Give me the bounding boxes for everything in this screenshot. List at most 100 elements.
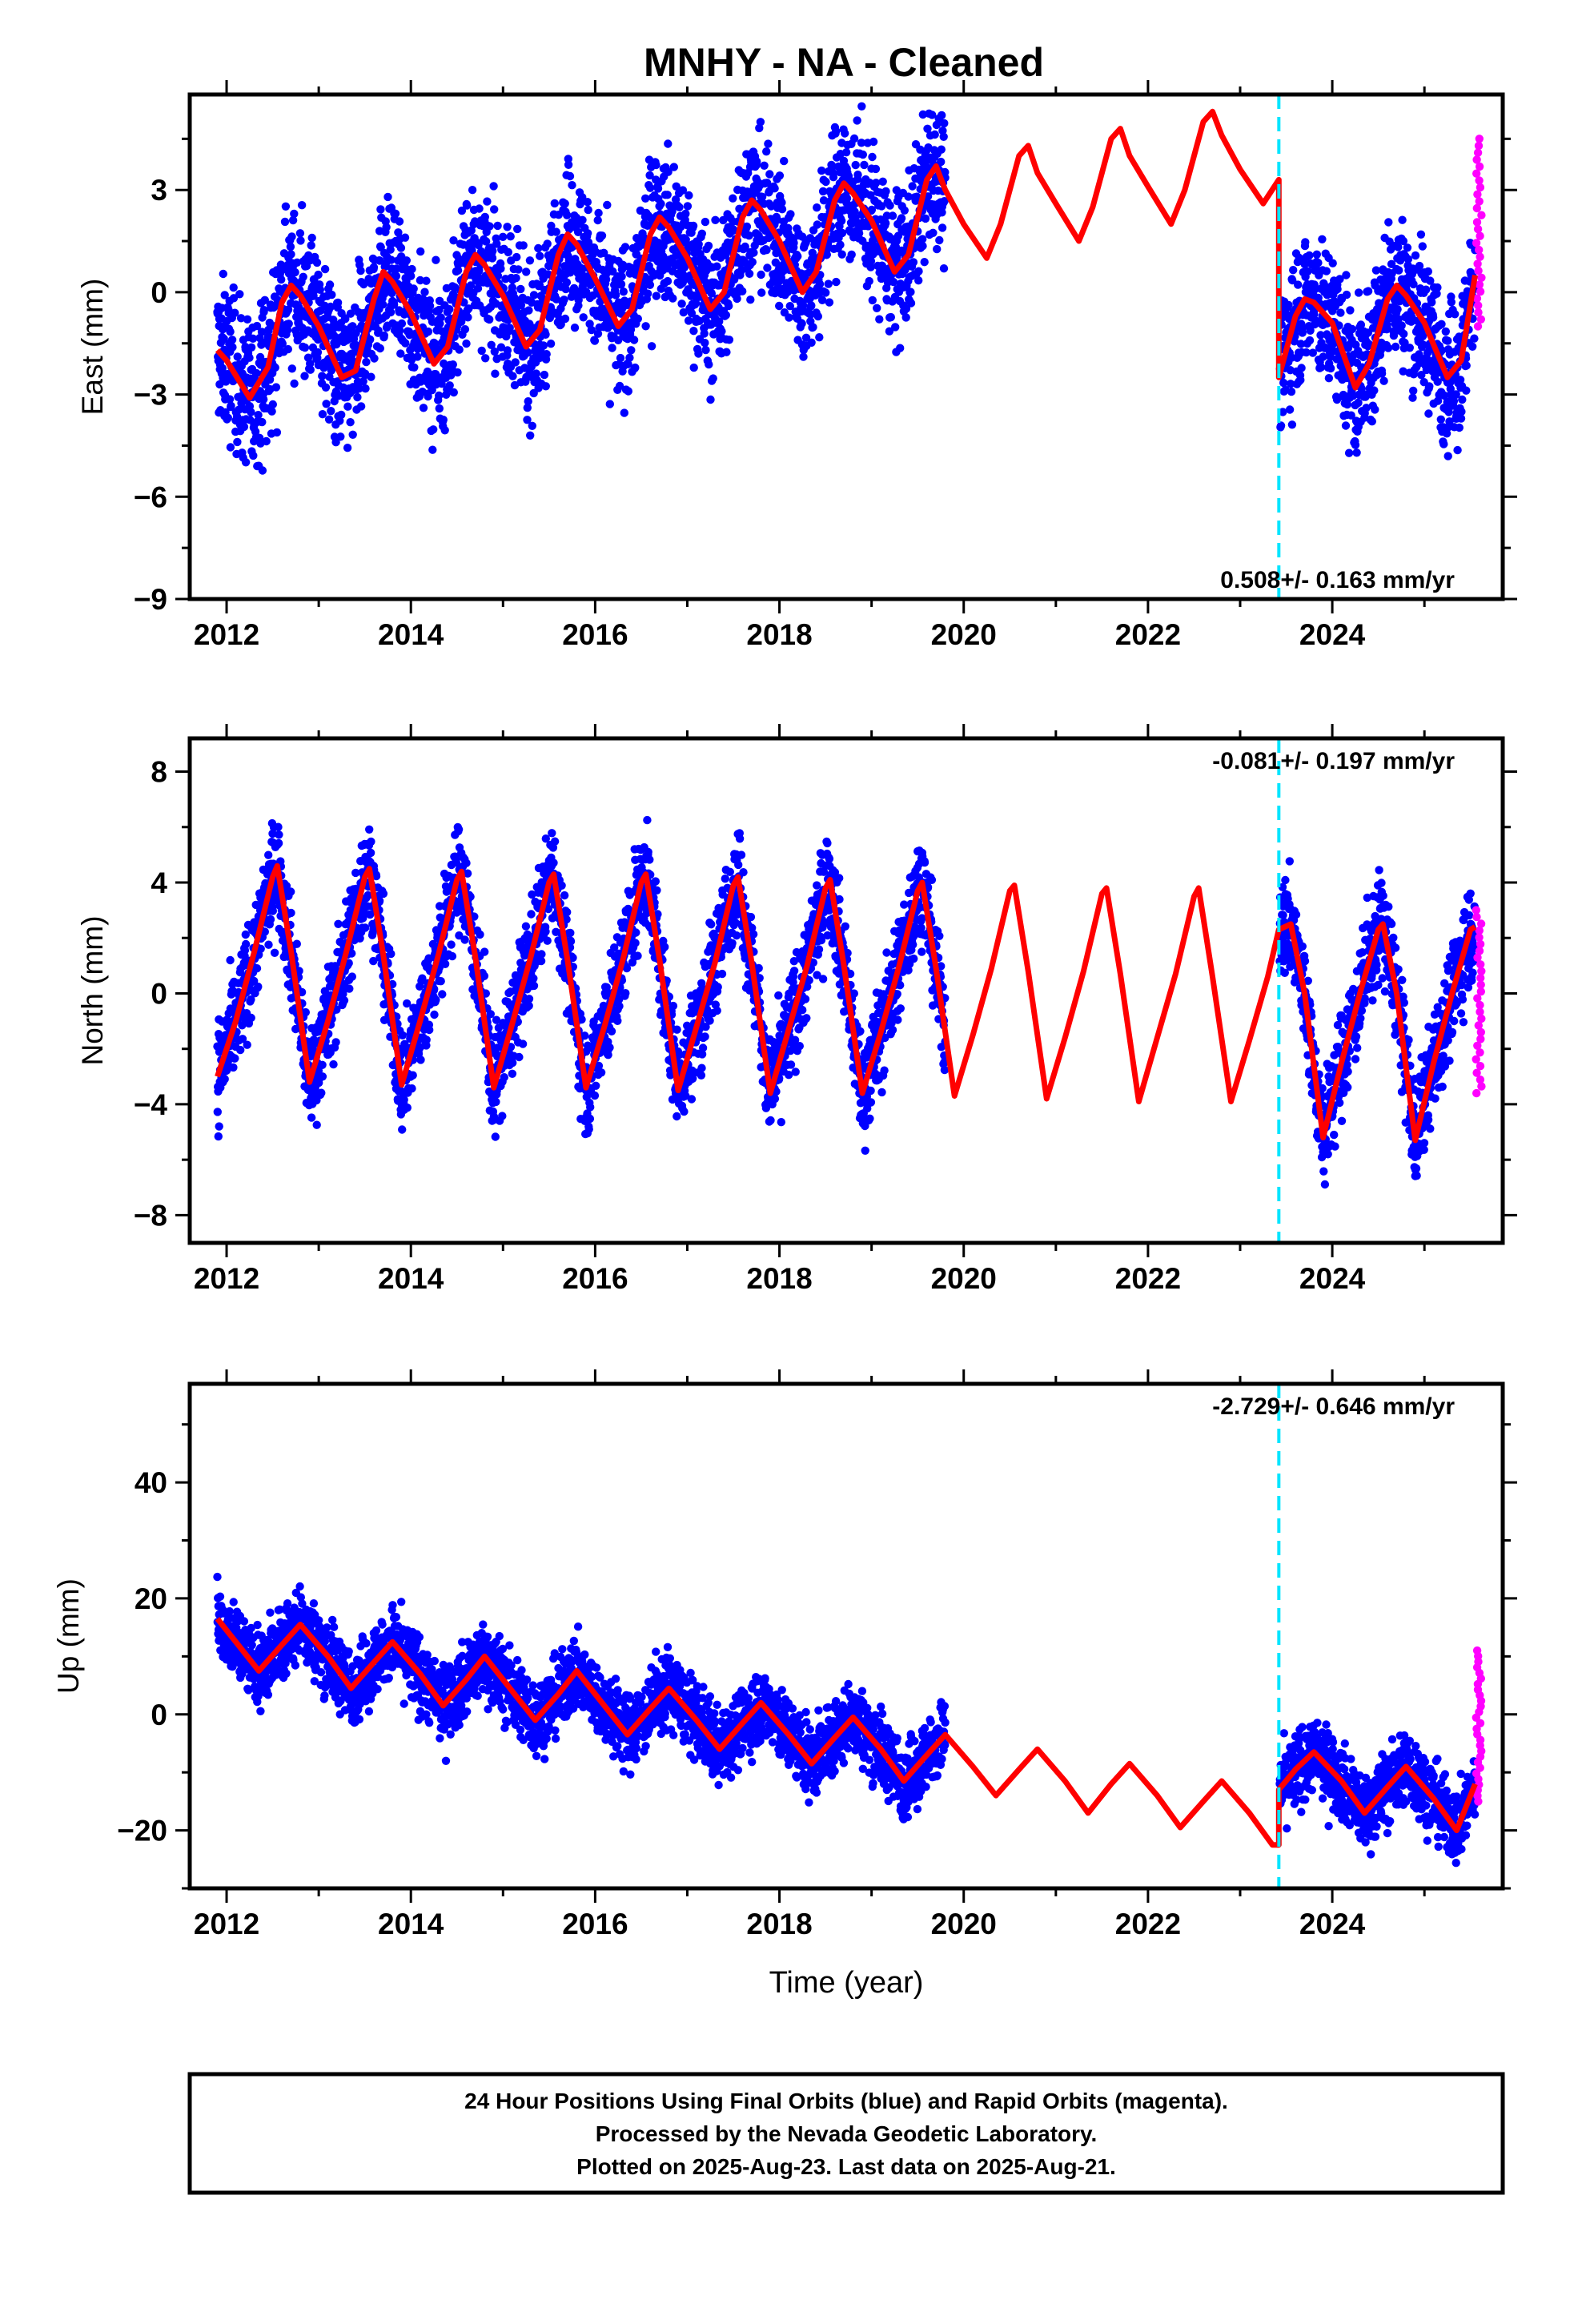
- final-orbit-point: [432, 255, 440, 264]
- final-orbit-point: [313, 348, 323, 357]
- final-orbit-point: [1318, 235, 1327, 243]
- final-orbit-point: [689, 221, 698, 231]
- final-orbit-point: [872, 179, 881, 187]
- final-orbit-point: [463, 201, 472, 210]
- final-orbit-point: [914, 276, 923, 285]
- final-orbit-point: [492, 239, 501, 248]
- final-orbit-point: [1442, 429, 1452, 438]
- x-tick-label: 2022: [1115, 618, 1181, 651]
- final-orbit-point: [454, 825, 464, 834]
- final-orbit-point: [807, 338, 816, 347]
- final-orbit-point: [500, 1073, 508, 1082]
- final-orbit-point: [402, 256, 411, 265]
- final-orbit-point: [1443, 452, 1452, 460]
- final-orbit-point: [1371, 266, 1381, 275]
- final-orbit-point: [250, 976, 259, 986]
- final-orbit-point: [370, 354, 379, 363]
- final-orbit-point: [395, 217, 404, 226]
- final-orbit-point: [1408, 393, 1417, 402]
- final-orbit-point: [365, 825, 374, 834]
- final-orbit-point: [705, 360, 713, 369]
- final-orbit-point: [490, 205, 499, 214]
- final-orbit-point: [324, 415, 334, 424]
- final-orbit-point: [543, 239, 552, 248]
- final-orbit-point: [680, 263, 689, 272]
- final-orbit-point: [233, 352, 242, 361]
- final-orbit-point: [1351, 440, 1360, 449]
- final-orbit-point: [1428, 313, 1438, 322]
- final-orbit-point: [252, 321, 262, 331]
- rapid-orbit-point: [1475, 197, 1484, 206]
- final-orbit-point: [528, 890, 536, 899]
- final-orbit-point: [320, 264, 330, 274]
- final-orbit-point: [301, 1007, 310, 1017]
- final-orbit-point: [218, 364, 227, 372]
- final-orbit-point: [817, 166, 826, 175]
- final-orbit-point: [583, 229, 592, 238]
- rapid-orbit-point: [1472, 169, 1481, 178]
- final-orbit-point: [422, 1035, 431, 1044]
- final-orbit-point: [1354, 398, 1363, 408]
- final-orbit-point: [547, 221, 556, 231]
- final-orbit-point: [625, 353, 634, 362]
- final-orbit-point: [359, 377, 367, 386]
- final-orbit-point: [229, 283, 238, 292]
- final-orbit-point: [1425, 382, 1434, 391]
- final-orbit-point: [1423, 267, 1433, 276]
- final-orbit-point: [1424, 409, 1433, 418]
- final-orbit-point: [512, 274, 520, 283]
- final-orbit-point: [480, 212, 489, 222]
- final-orbit-point: [1398, 215, 1407, 224]
- final-orbit-point: [361, 923, 370, 932]
- final-orbit-point: [741, 242, 749, 251]
- final-orbit-point: [616, 279, 626, 289]
- final-orbit-point: [529, 291, 539, 300]
- final-orbit-point: [272, 428, 282, 437]
- final-orbit-point: [760, 161, 769, 170]
- final-orbit-point: [314, 335, 323, 344]
- final-orbit-point: [524, 1001, 533, 1011]
- y-tick-label: −6: [134, 480, 167, 513]
- final-orbit-point: [809, 323, 817, 332]
- final-orbit-point: [780, 156, 789, 166]
- final-orbit-point: [247, 995, 255, 1004]
- final-orbit-point: [932, 120, 942, 130]
- final-orbit-point: [1468, 342, 1477, 351]
- final-orbit-point: [292, 939, 301, 948]
- final-orbit-point: [518, 1039, 528, 1048]
- final-orbit-point: [920, 258, 929, 267]
- final-orbit-point: [725, 336, 734, 344]
- final-orbit-point: [284, 320, 293, 328]
- final-orbit-point: [1312, 250, 1322, 259]
- final-orbit-points: [213, 102, 1480, 475]
- final-orbit-point: [937, 145, 946, 154]
- rapid-orbit-point: [1477, 273, 1486, 282]
- final-orbit-point: [825, 298, 834, 307]
- final-orbit-point: [231, 1054, 239, 1063]
- final-orbit-point: [713, 262, 721, 271]
- final-orbit-point: [709, 374, 717, 383]
- final-orbit-point: [1426, 276, 1435, 285]
- final-orbit-point: [525, 256, 535, 265]
- final-orbit-point: [408, 1071, 417, 1080]
- final-orbit-point: [296, 236, 305, 245]
- final-orbit-point: [935, 235, 944, 245]
- final-orbit-point: [481, 989, 490, 998]
- final-orbit-point: [689, 363, 698, 372]
- final-orbit-point: [355, 384, 364, 393]
- rapid-orbit-point: [1476, 252, 1484, 261]
- final-orbit-point: [707, 289, 716, 298]
- final-orbit-point: [524, 306, 533, 315]
- final-orbit-point: [1400, 338, 1409, 348]
- final-orbit-point: [528, 421, 536, 430]
- final-orbit-point: [473, 284, 483, 293]
- final-orbit-point: [503, 346, 512, 355]
- final-orbit-point: [379, 331, 388, 340]
- final-orbit-point: [1286, 380, 1295, 388]
- final-orbit-point: [841, 129, 849, 138]
- final-orbit-point: [1296, 340, 1306, 348]
- final-orbit-point: [227, 401, 235, 410]
- final-orbit-point: [1297, 364, 1306, 372]
- final-orbit-point: [223, 413, 232, 422]
- final-orbit-point: [536, 956, 546, 966]
